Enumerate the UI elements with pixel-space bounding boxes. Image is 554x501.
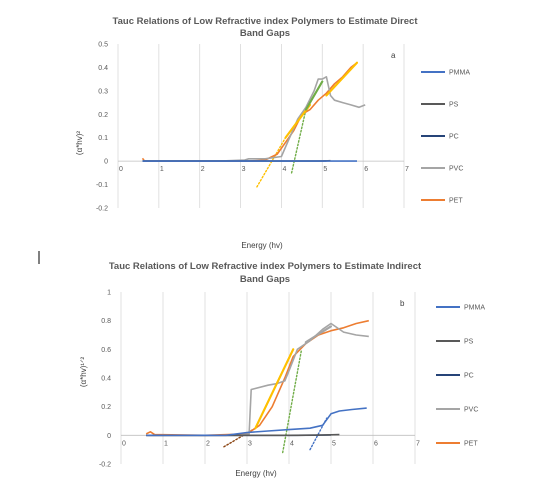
- chart-a-x-tick-label: 3: [242, 166, 246, 173]
- chart-b-legend-label-pet: PET: [464, 441, 478, 448]
- chart-b-y-ticks: -0.2 0 0.2 0.4 0.6 0.8 1: [99, 290, 111, 469]
- chart-a-x-axis-label: Energy (hv): [241, 241, 283, 250]
- chart-a-y-ticks: -0.2 -0.1 0 0.1 0.2 0.3 0.4 0.5: [96, 42, 108, 213]
- chart-b-x-tick-label: 7: [416, 440, 420, 447]
- chart-a-legend-label-pet: PET: [449, 198, 463, 205]
- chart-b-y-tick-label: 1: [107, 290, 111, 297]
- chart-b: Tauc Relations of Low Refractive index P…: [79, 261, 485, 478]
- chart-a-legend: PMMA PS PC PVC PET: [421, 70, 470, 205]
- chart-a-y-tick-label: -0.1: [96, 182, 108, 189]
- chart-b-legend: PMMA PS PC PVC PET: [436, 305, 485, 448]
- chart-b-legend-label-pvc: PVC: [464, 407, 478, 414]
- chart-a-y-tick-label: 0: [104, 159, 108, 166]
- chart-a-legend-label-pmma: PMMA: [449, 70, 470, 77]
- chart-b-series-pet: [145, 319, 369, 437]
- chart-b-x-tick-label: 1: [164, 440, 168, 447]
- chart-b-series-pmma: [146, 407, 367, 437]
- chart-b-fit-line: [223, 427, 257, 448]
- chart-b-x-tick-label: 6: [374, 440, 378, 447]
- chart-a-y-tick-label: 0.3: [98, 88, 108, 95]
- chart-b-y-tick-label: 0: [107, 433, 111, 440]
- chart-a-x-tick-label: 2: [201, 166, 205, 173]
- chart-a-panel-label: a: [391, 51, 396, 60]
- chart-b-y-tick-label: 0.2: [101, 404, 111, 411]
- chart-a-title-line-2: Band Gaps: [240, 28, 290, 39]
- chart-a-legend-label-ps: PS: [449, 102, 459, 109]
- chart-b-fit-line-overlay: [254, 348, 295, 430]
- chart-b-x-tick-label: 5: [332, 440, 336, 447]
- chart-b-series-pvc: [146, 322, 369, 437]
- chart-b-x-tick-label: 3: [248, 440, 252, 447]
- chart-a-y-tick-label: 0.1: [98, 135, 108, 142]
- chart-b-x-tick-label: 0: [122, 440, 126, 447]
- chart-b-legend-label-pmma: PMMA: [464, 305, 485, 312]
- chart-b-panel-label: b: [400, 299, 405, 308]
- chart-b-x-tick-label: 2: [206, 440, 210, 447]
- chart-a-fit-line-overlay: [304, 80, 324, 111]
- chart-b-x-axis-label: Energy (hv): [235, 469, 277, 478]
- chart-a: Tauc Relations of Low Refractive index P…: [75, 16, 470, 250]
- chart-a-gridlines: [117, 44, 405, 208]
- chart-a-x-tick-label: 7: [405, 166, 409, 173]
- chart-b-y-tick-label: 0.4: [101, 376, 111, 383]
- chart-a-y-tick-label: 0.2: [98, 112, 108, 119]
- chart-a-x-tick-label: 5: [323, 166, 327, 173]
- chart-a-x-tick-label: 6: [364, 166, 368, 173]
- chart-b-title-line-2: Band Gaps: [240, 274, 290, 285]
- chart-b-legend-label-pc: PC: [464, 373, 474, 380]
- chart-a-series-pvc: [142, 76, 366, 162]
- chart-b-y-tick-label: -0.2: [99, 462, 111, 469]
- chart-a-legend-label-pvc: PVC: [449, 166, 463, 173]
- chart-b-y-tick-label: 0.6: [101, 347, 111, 354]
- chart-a-x-ticks: 0 1 2 3 4 5 6 7: [119, 166, 409, 173]
- chart-a-fit-line-overlay: [325, 61, 358, 97]
- chart-b-title-line-1: Tauc Relations of Low Refractive index P…: [109, 261, 422, 272]
- chart-a-fit-lines: [256, 61, 358, 188]
- chart-b-x-tick-label: 4: [290, 440, 294, 447]
- chart-a-y-tick-label: -0.2: [96, 206, 108, 213]
- chart-a-legend-label-pc: PC: [449, 134, 459, 141]
- chart-b-series: [145, 319, 369, 437]
- chart-a-x-tick-label: 1: [160, 166, 164, 173]
- chart-a-series: [141, 62, 366, 162]
- chart-a-y-tick-label: 0.4: [98, 65, 108, 72]
- chart-b-y-tick-label: 0.8: [101, 318, 111, 325]
- chart-b-legend-label-ps: PS: [464, 339, 474, 346]
- chart-a-fit-line: [290, 108, 307, 174]
- chart-a-x-tick-label: 4: [282, 166, 286, 173]
- chart-a-y-axis-label: (α*hv)²: [75, 131, 84, 156]
- chart-b-fit-line-overlay: [304, 325, 332, 344]
- chart-b-gridlines: [120, 292, 416, 464]
- chart-a-x-tick-label: 0: [119, 166, 123, 173]
- chart-b-x-ticks: 0 1 2 3 4 5 6 7: [122, 440, 420, 447]
- chart-a-y-tick-label: 0.5: [98, 42, 108, 49]
- chart-a-fit-line: [256, 136, 287, 188]
- chart-b-y-axis-label: (α*hv)¹ᐟ²: [79, 357, 88, 388]
- chart-a-title-line-1: Tauc Relations of Low Refractive index P…: [113, 16, 419, 27]
